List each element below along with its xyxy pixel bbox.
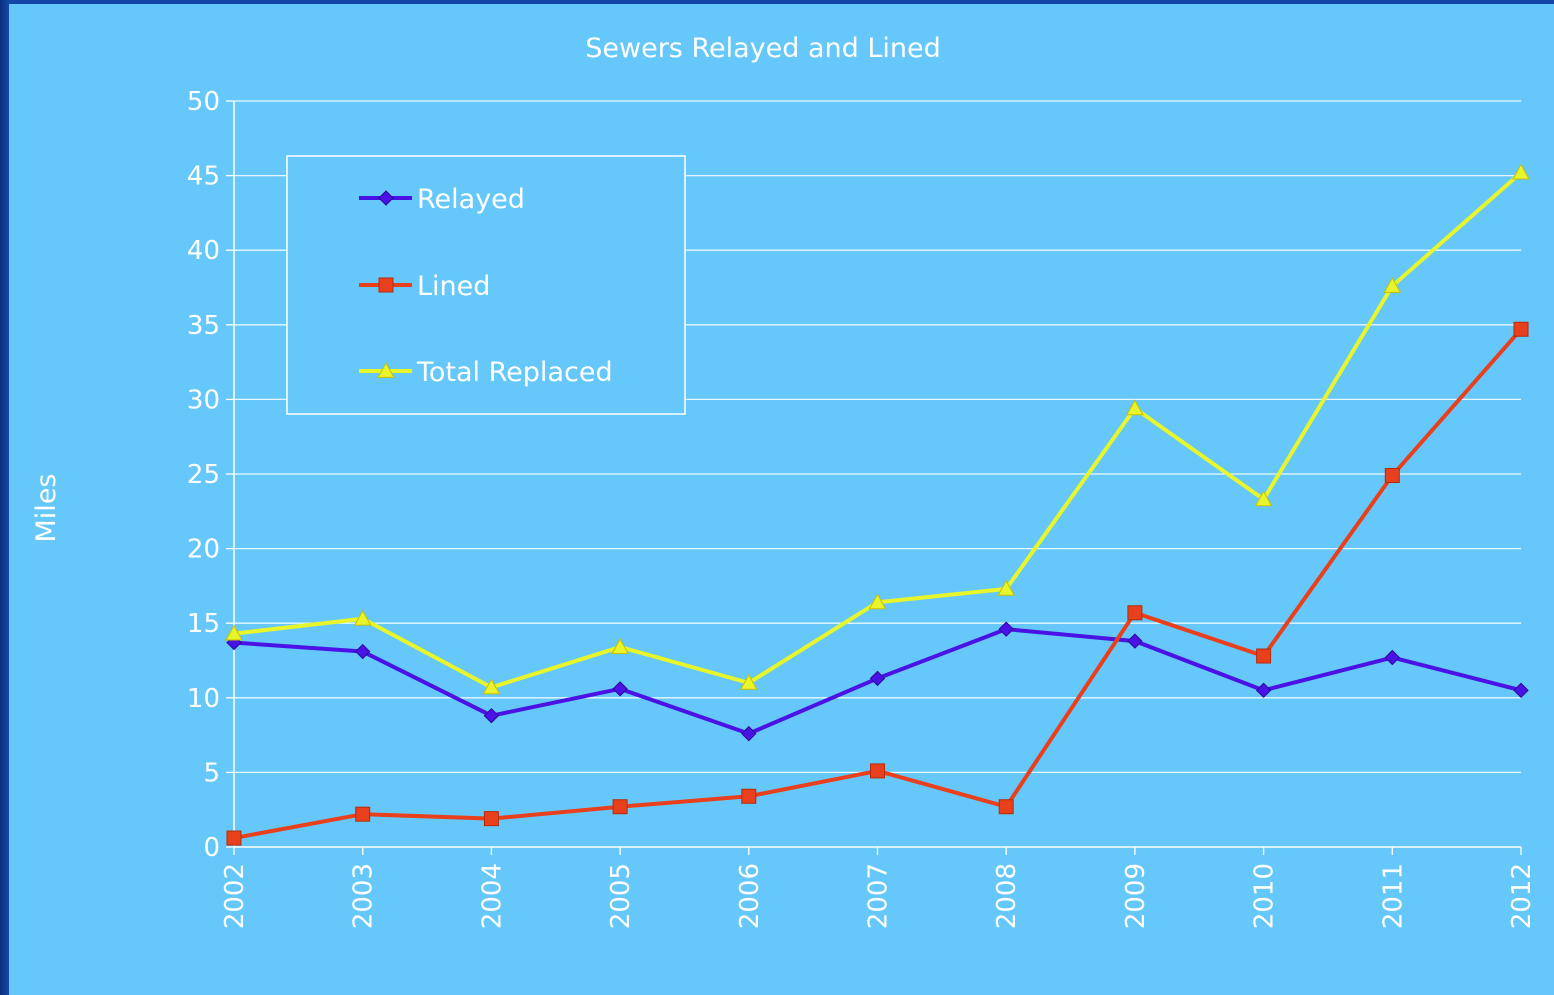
data-point-total-replaced xyxy=(1254,490,1273,507)
data-point-total-replaced xyxy=(611,638,629,654)
data-point-lined xyxy=(1384,467,1400,483)
y-axis-label: Miles xyxy=(31,474,62,543)
y-tick-label: 45 xyxy=(187,162,220,192)
x-tick-label: 2006 xyxy=(735,863,765,929)
legend-entry-total-replaced: Total Replaced xyxy=(359,357,613,388)
data-point-total-replaced xyxy=(868,593,887,610)
data-point-lined xyxy=(870,763,885,779)
data-point-total-replaced xyxy=(225,624,243,641)
data-point-total-replaced xyxy=(1512,163,1530,180)
legend: Relayed Lined Total Replaced xyxy=(286,155,686,415)
legend-marker-relayed xyxy=(378,190,394,206)
data-point-total-replaced xyxy=(997,579,1016,596)
chart-title: Sewers Relayed and Lined xyxy=(585,33,941,64)
data-point-total-replaced xyxy=(739,673,758,690)
x-tick-label: 2004 xyxy=(477,863,507,929)
data-point-total-replaced xyxy=(353,609,372,626)
x-tick-label: 2009 xyxy=(1121,863,1151,929)
legend-label-total-replaced: Total Replaced xyxy=(416,357,613,388)
data-point-relayed xyxy=(741,725,757,742)
data-point-relayed xyxy=(1255,682,1272,699)
y-tick-label: 30 xyxy=(187,385,220,415)
data-point-relayed xyxy=(1127,633,1143,649)
data-point-relayed xyxy=(483,707,500,724)
legend-marker-total-replaced xyxy=(377,361,395,378)
x-tick-label: 2010 xyxy=(1250,863,1280,929)
legend-entry-relayed: Relayed xyxy=(359,184,525,215)
data-point-relayed xyxy=(1384,649,1401,666)
data-point-total-replaced xyxy=(482,678,501,695)
x-tick-label: 2012 xyxy=(1507,863,1537,929)
x-tick-label: 2011 xyxy=(1378,863,1408,929)
data-point-lined xyxy=(1256,648,1272,664)
data-point-lined xyxy=(998,799,1014,815)
legend-marker-lined xyxy=(378,277,394,293)
x-tick-label: 2002 xyxy=(220,863,250,929)
series-total-replaced xyxy=(225,163,1530,695)
y-tick-label: 5 xyxy=(203,758,220,788)
data-point-lined xyxy=(355,806,371,822)
data-point-relayed xyxy=(869,670,886,687)
series-lined xyxy=(226,321,1529,846)
y-tick-labels: 0 5 10 15 20 25 30 35 40 45 50 xyxy=(187,87,220,863)
series-relayed xyxy=(226,621,1529,742)
data-point-lined xyxy=(1127,605,1143,621)
data-point-lined xyxy=(483,811,499,827)
data-point-lined xyxy=(612,799,628,815)
x-tick-label: 2005 xyxy=(606,863,636,929)
data-point-relayed xyxy=(354,643,371,660)
axes xyxy=(226,100,1522,855)
y-tick-label: 20 xyxy=(187,535,220,565)
legend-box xyxy=(286,155,686,415)
y-tick-label: 40 xyxy=(187,236,220,266)
x-tick-labels: 2002 2003 2004 2005 2006 2007 2008 2009 2010 2011… xyxy=(220,863,1537,929)
data-point-relayed xyxy=(1513,682,1529,699)
legend-entry-lined: Lined xyxy=(359,271,490,302)
data-point-relayed xyxy=(998,621,1014,637)
y-tick-label: 0 xyxy=(203,833,220,863)
y-tick-label: 15 xyxy=(187,609,220,639)
data-point-relayed xyxy=(612,681,628,697)
y-tick-label: 10 xyxy=(187,684,220,714)
y-tick-label: 35 xyxy=(187,311,220,341)
data-point-lined xyxy=(1513,321,1529,337)
data-point-total-replaced xyxy=(1126,399,1144,416)
data-point-lined xyxy=(226,830,242,846)
data-point-total-replaced xyxy=(1383,276,1402,293)
y-tick-label: 50 xyxy=(187,87,220,117)
legend-label-relayed: Relayed xyxy=(417,184,525,215)
legend-label-lined: Lined xyxy=(417,271,490,302)
data-series xyxy=(225,163,1530,846)
x-tick-label: 2003 xyxy=(349,863,379,929)
line-chart: Sewers Relayed and Lined Miles 0 5 10 15 20 2… xyxy=(31,33,1537,929)
data-point-lined xyxy=(741,788,757,804)
x-tick-label: 2008 xyxy=(992,863,1022,929)
y-tick-label: 25 xyxy=(187,460,220,490)
chart-panel: Sewers Relayed and Lined Miles 0 5 10 15 20 2… xyxy=(9,4,1554,995)
x-tick-label: 2007 xyxy=(864,863,894,929)
